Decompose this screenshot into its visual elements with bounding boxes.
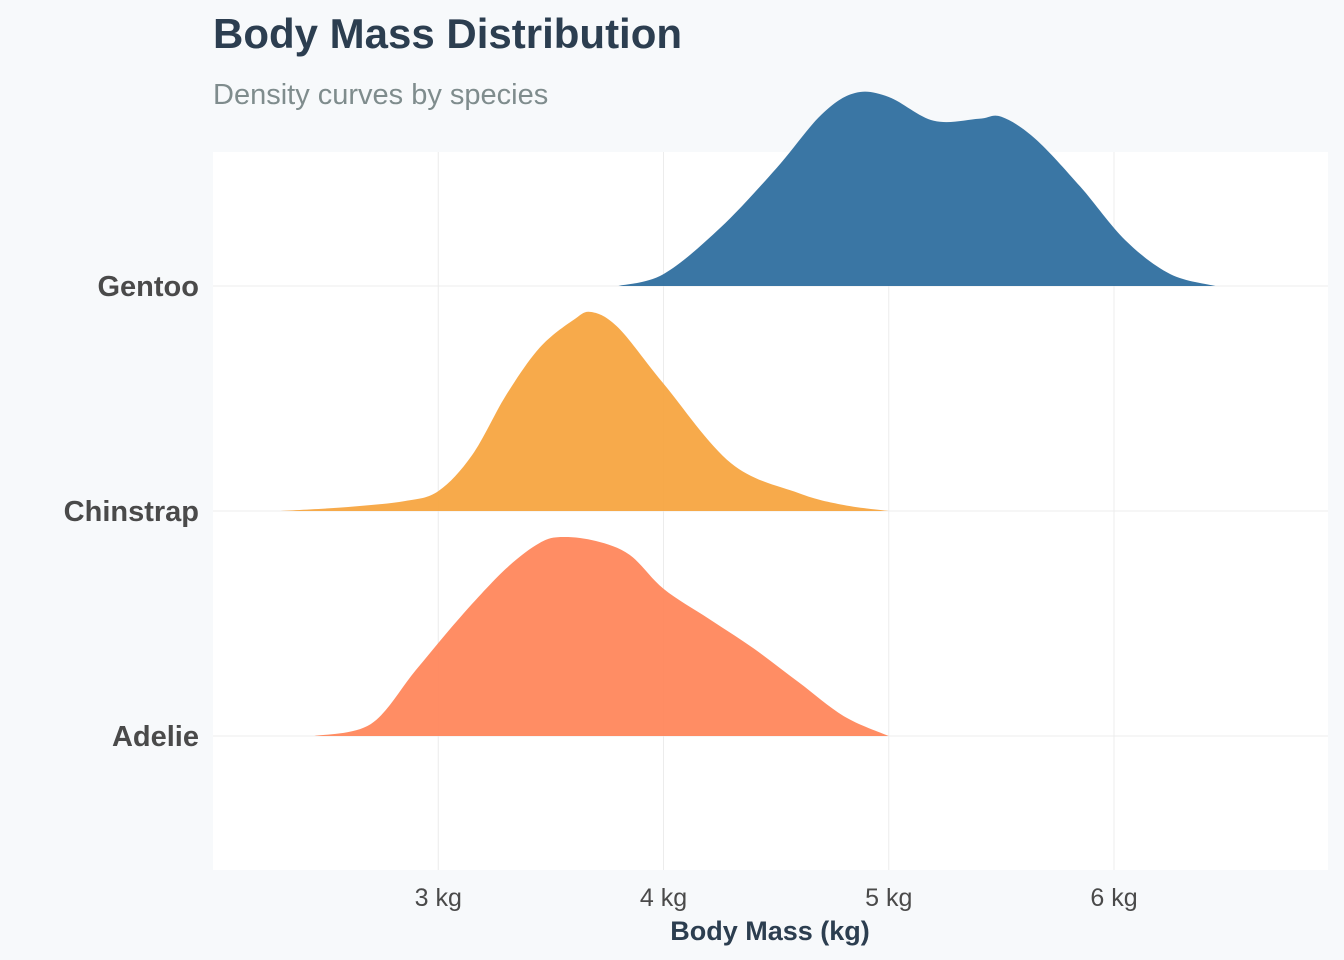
density-area-adelie [314, 536, 889, 736]
axis-labels: 3 kg 4 kg 5 kg 6 kg Adelie Chinstrap Gentoo [64, 271, 1138, 912]
category-label-chinstrap: Chinstrap [64, 496, 199, 528]
x-tick-label: 4 kg [640, 884, 687, 912]
x-axis-title: Body Mass (kg) [670, 916, 870, 946]
chart-title: Body Mass Distribution [213, 10, 683, 57]
x-tick-label: 6 kg [1090, 884, 1137, 912]
density-area-chinstrap [280, 311, 889, 511]
x-tick-label: 5 kg [865, 884, 912, 912]
x-tick-label: 3 kg [415, 884, 462, 912]
category-label-adelie: Adelie [112, 721, 199, 753]
density-area-gentoo [618, 91, 1216, 287]
category-label-gentoo: Gentoo [98, 271, 200, 303]
chart-subtitle: Density curves by species [213, 79, 549, 111]
density-areas [280, 91, 1216, 736]
